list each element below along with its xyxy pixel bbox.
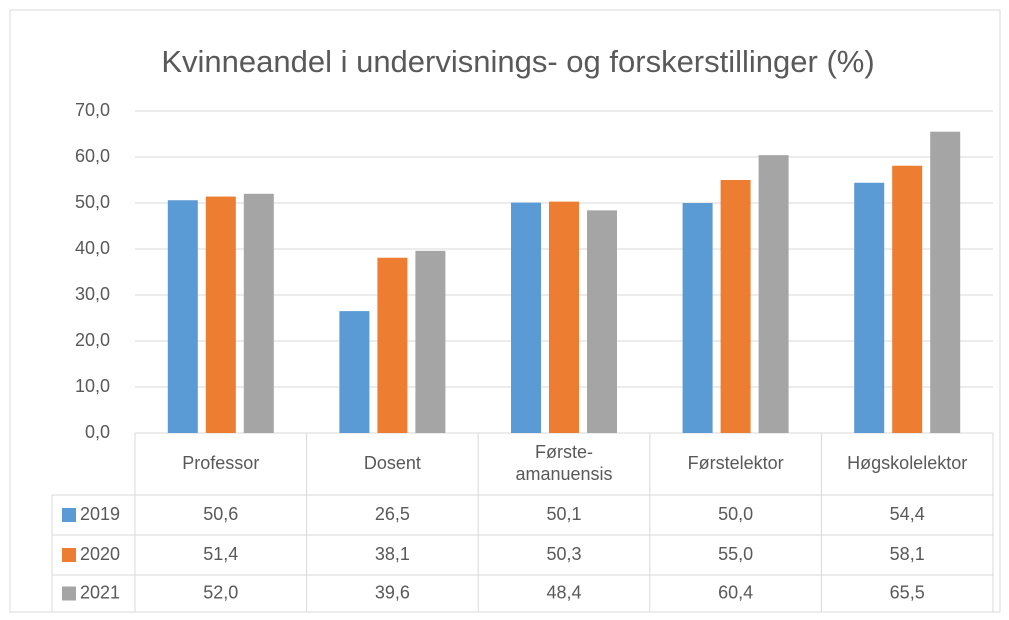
table-value: 55,0 <box>718 544 753 564</box>
table-value: 52,0 <box>203 582 238 602</box>
bar <box>587 210 617 433</box>
x-tick-label: Professor <box>182 453 259 473</box>
y-tick-label: 10,0 <box>75 376 110 396</box>
table-value: 51,4 <box>203 544 238 564</box>
bar <box>682 203 713 433</box>
bar <box>720 180 751 433</box>
bar <box>758 155 789 433</box>
x-tick-label: Dosent <box>364 453 421 473</box>
y-tick-label: 30,0 <box>75 284 110 304</box>
y-tick-label: 70,0 <box>75 100 110 120</box>
legend-key <box>62 548 76 562</box>
chart-frame <box>9 9 1001 613</box>
y-tick-label: 20,0 <box>75 330 110 350</box>
bar <box>415 250 446 433</box>
table-value: 48,4 <box>546 582 581 602</box>
bar <box>511 202 541 433</box>
y-tick-label: 0,0 <box>85 422 110 442</box>
table-value: 58,1 <box>890 544 925 564</box>
table-value: 50,0 <box>718 504 753 524</box>
y-tick-label: 50,0 <box>75 192 110 212</box>
y-tick-label: 60,0 <box>75 146 110 166</box>
bar <box>339 311 370 433</box>
bar <box>892 165 923 434</box>
table-value: 54,4 <box>890 504 925 524</box>
bar <box>377 257 408 433</box>
legend-key <box>62 508 76 522</box>
table-value: 50,1 <box>546 504 581 524</box>
table-value: 39,6 <box>375 582 410 602</box>
bar <box>205 196 236 433</box>
bar <box>930 131 961 433</box>
chart-title: Kvinneandel i undervisnings- og forskers… <box>161 44 874 79</box>
bar <box>549 201 579 433</box>
x-tick-label: Første-amanuensis <box>515 442 612 484</box>
x-tick-label: Førstelektor <box>688 453 784 473</box>
bar <box>243 193 274 433</box>
table-value: 26,5 <box>375 504 410 524</box>
legend-label: 2021 <box>80 582 120 602</box>
legend-label: 2019 <box>80 504 120 524</box>
legend-key <box>62 586 76 601</box>
table-value: 65,5 <box>890 582 925 602</box>
table-value: 50,3 <box>546 544 581 564</box>
table-value: 50,6 <box>203 504 238 524</box>
y-tick-label: 40,0 <box>75 238 110 258</box>
bar <box>167 200 198 433</box>
bar <box>854 182 885 433</box>
table-value: 38,1 <box>375 544 410 564</box>
table-value: 60,4 <box>718 582 753 602</box>
legend-label: 2020 <box>80 544 120 564</box>
x-tick-label: Høgskolelektor <box>847 453 967 473</box>
